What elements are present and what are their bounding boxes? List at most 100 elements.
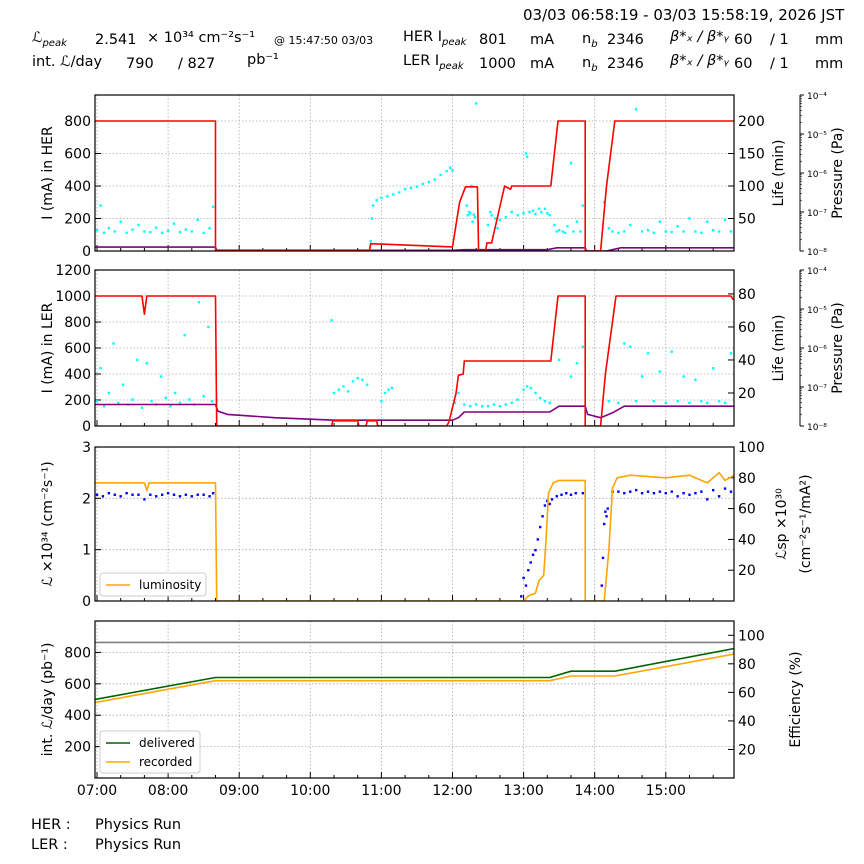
series-1-point — [664, 492, 667, 495]
series-1-point — [448, 166, 452, 169]
series-1-point — [581, 204, 585, 207]
series-1-point — [536, 538, 540, 541]
series-1-point — [540, 210, 543, 214]
series-1-point — [527, 569, 530, 572]
y2-axis-label: Life (min) — [771, 314, 787, 381]
series-1-point — [136, 358, 139, 362]
series-1-point — [617, 401, 620, 405]
series-1-point — [634, 108, 638, 111]
series-1-point — [541, 515, 544, 518]
series-1-point — [560, 493, 563, 496]
series-1-point — [652, 231, 656, 234]
series-1-point — [555, 495, 558, 498]
series-1-point — [99, 204, 102, 207]
series-1-point — [676, 225, 679, 228]
series-1-point — [166, 492, 170, 495]
ler-nb-label: nb — [582, 55, 598, 74]
series-1-point — [466, 214, 470, 217]
y2-tick-label: 100 — [738, 628, 765, 644]
y-tick-label: 1 — [82, 543, 91, 559]
series-1-point — [137, 223, 140, 227]
pressure-tick-label: 10⁻⁴ — [807, 92, 827, 102]
series-1-point — [342, 385, 345, 388]
series-1-point — [629, 345, 632, 348]
pressure-tick-label: 10⁻⁶ — [807, 345, 827, 355]
series-1-point — [717, 230, 721, 233]
series-1-point — [723, 218, 727, 221]
series-1-point — [664, 230, 667, 233]
series-1-point — [537, 207, 541, 210]
series-1-point — [113, 493, 116, 496]
x-tick-label: 08:00 — [148, 783, 188, 799]
series-1-point — [166, 229, 170, 233]
series-1-point — [516, 214, 519, 217]
series-1-point — [465, 204, 468, 207]
series-1-point — [688, 493, 691, 496]
series-1-point — [634, 400, 638, 403]
series-1-point — [682, 375, 685, 378]
y-tick-label: 3 — [82, 440, 91, 456]
her-beta-label: β*ₓ / β*ᵧ — [670, 29, 729, 45]
series-1-point — [184, 493, 188, 496]
peak-luminosity-value: 2.541 — [95, 32, 137, 48]
series-1-point — [711, 229, 715, 232]
int-lumi-label: int. ℒ/day — [32, 54, 103, 70]
y-tick-label: 200 — [64, 212, 91, 228]
series-1-point — [102, 231, 106, 234]
series-1-point — [534, 391, 537, 395]
series-1-point — [688, 401, 691, 405]
time-range: 03/03 06:58:19 - 03/03 15:58:19, 2026 JS… — [523, 6, 845, 24]
y-tick-label: 0 — [82, 244, 91, 260]
series-1-point — [566, 225, 569, 228]
series-1-point — [600, 584, 604, 587]
y-tick-label: 400 — [64, 367, 91, 383]
series-1-point — [658, 370, 662, 373]
series-1-point — [611, 230, 614, 233]
series-1-point — [375, 199, 378, 202]
series-1-point — [155, 495, 158, 498]
series-1-point — [524, 152, 528, 155]
series-1-point — [211, 205, 215, 208]
series-1-point — [119, 495, 122, 498]
series-1-point — [510, 401, 513, 405]
pressure-tick-label: 10⁻⁵ — [807, 306, 827, 316]
series-1-point — [415, 185, 419, 188]
series-1-point — [188, 398, 191, 401]
legend: delivered recorded — [99, 730, 201, 774]
series-1-point — [504, 403, 508, 406]
series-1-point — [403, 188, 407, 191]
series-1-point — [617, 231, 620, 234]
ler-beta-label: β*ₓ / β*ᵧ — [670, 53, 729, 69]
series-1-point — [492, 403, 496, 406]
series-1-point — [723, 487, 727, 490]
series-1-point — [623, 492, 626, 495]
series-1-point — [658, 490, 662, 493]
series-1-point — [706, 220, 709, 223]
series-1-point — [369, 240, 372, 243]
series-1-point — [190, 230, 193, 233]
series-group — [95, 641, 734, 704]
series-1-point — [510, 210, 513, 214]
series-1-point — [706, 498, 709, 501]
series-1-point — [729, 230, 733, 233]
her-nb-value: 2346 — [607, 32, 644, 48]
y2-tick-label: 40 — [738, 353, 756, 369]
series-1-point — [196, 218, 199, 221]
series-1-point — [469, 404, 472, 408]
series-1-point — [397, 191, 401, 194]
series-1-point — [107, 391, 111, 395]
int-lumi-recorded: 790 — [126, 56, 154, 72]
series-1-point — [557, 229, 561, 232]
series-1-point — [524, 584, 528, 587]
series-1-point — [164, 396, 167, 400]
series-1-point — [694, 378, 697, 381]
ler-ipeak-label: LER Ipeak — [403, 53, 464, 72]
series-1-point — [604, 510, 607, 513]
series-1-point — [520, 595, 523, 598]
series-1-point — [95, 229, 99, 232]
series-1-point — [579, 230, 582, 233]
series-1-point — [197, 300, 201, 304]
series-1-point — [717, 400, 721, 403]
series-1-point — [557, 358, 561, 362]
pressure-axis-label: Pressure (Pa) — [830, 302, 846, 394]
